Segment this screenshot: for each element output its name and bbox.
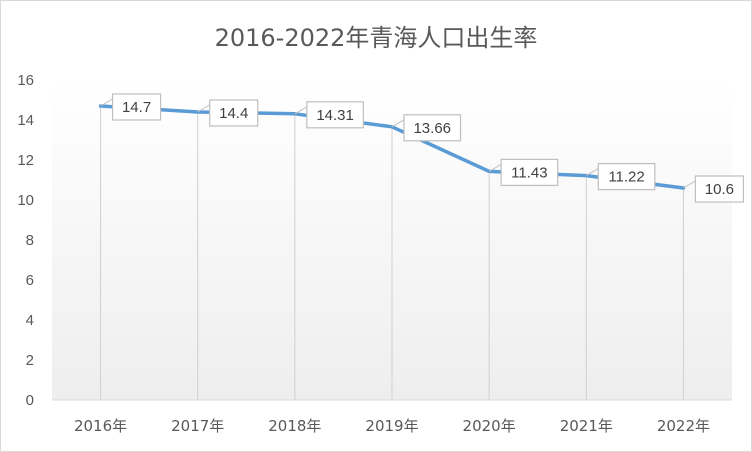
y-tick-label: 4 xyxy=(26,312,34,329)
data-label: 14.31 xyxy=(316,107,354,124)
data-label-box xyxy=(694,175,745,203)
data-label-callout: 14.7 xyxy=(100,93,162,121)
data-label-box xyxy=(597,163,656,191)
data-label-callout: 11.43 xyxy=(488,158,559,186)
callout-leader xyxy=(100,98,113,107)
y-tick-label: 12 xyxy=(17,152,34,169)
y-tick-label: 0 xyxy=(26,392,34,409)
callout-leader xyxy=(197,104,210,113)
x-tick-label: 2017年 xyxy=(171,417,224,435)
data-label: 14.7 xyxy=(122,99,151,116)
callout-leader xyxy=(488,163,502,172)
data-label: 13.66 xyxy=(413,120,451,137)
data-label-callout: 11.22 xyxy=(586,163,656,191)
y-tick-label: 14 xyxy=(17,112,34,129)
data-label: 11.43 xyxy=(511,164,547,181)
y-tick-label: 10 xyxy=(17,192,34,209)
data-label-box xyxy=(500,158,559,186)
y-tick-label: 8 xyxy=(26,232,34,249)
x-tick-label: 2021年 xyxy=(560,417,613,435)
y-tick-label: 6 xyxy=(26,272,34,289)
data-label: 11.22 xyxy=(608,169,644,186)
data-label-callout: 14.31 xyxy=(294,101,364,129)
x-tick-label: 2019年 xyxy=(365,417,418,435)
data-label-box xyxy=(209,99,259,127)
callout-leader xyxy=(683,180,696,189)
data-label-callout: 10.6 xyxy=(683,175,745,203)
x-tick-label: 2020年 xyxy=(463,417,516,435)
data-label-box xyxy=(306,101,364,129)
data-label-callout: 13.66 xyxy=(391,114,462,142)
y-tick-label: 2 xyxy=(26,352,34,369)
data-label: 10.6 xyxy=(705,181,734,198)
x-tick-label: 2016年 xyxy=(74,417,127,435)
x-tick-label: 2022年 xyxy=(657,417,710,435)
data-label-box xyxy=(111,93,162,121)
data-label: 14.4 xyxy=(219,105,248,122)
callout-leader xyxy=(294,106,308,115)
x-tick-label: 2018年 xyxy=(268,417,321,435)
y-tick-label: 16 xyxy=(17,72,34,89)
callout-leader xyxy=(391,119,405,128)
data-label-callout: 14.4 xyxy=(197,99,259,127)
callout-leader xyxy=(586,168,599,177)
data-label-box xyxy=(403,114,462,142)
chart-title: 2016-2022年青海人口出生率 xyxy=(214,24,538,52)
